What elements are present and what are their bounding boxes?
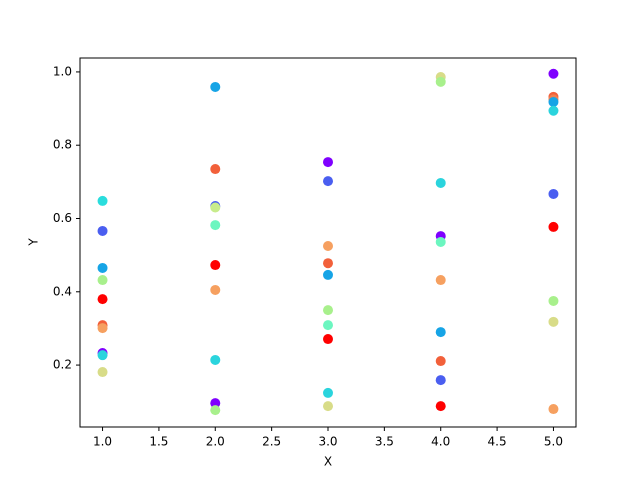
point [548,68,559,79]
point [435,356,446,367]
point [323,320,333,331]
x-tick-label: 2.5 [262,435,281,449]
point [323,269,333,280]
point [210,220,221,231]
point [210,260,221,271]
point [97,262,108,273]
x-tick-label: 1.0 [93,435,112,449]
y-tick-label: 1.0 [53,64,72,78]
point [97,225,108,236]
point [548,221,559,232]
y-tick-label: 0.6 [53,211,72,225]
y-axis-label: Y [27,238,41,247]
point [323,387,333,398]
point [548,96,559,107]
point [548,404,559,415]
x-tick-label: 2.0 [206,435,225,449]
point [435,327,446,338]
point [97,323,108,334]
x-tick-label: 4.5 [488,435,507,449]
y-tick-label: 0.8 [53,138,72,152]
point [210,81,221,92]
point [323,401,333,412]
x-tick-label: 4.0 [431,435,450,449]
point [548,316,559,327]
y-tick-label: 0.4 [53,284,72,298]
x-axis-label: X [324,455,332,469]
point [97,367,108,378]
point [97,275,108,286]
point [435,236,446,247]
point [323,258,333,269]
x-tick-label: 1.5 [149,435,168,449]
point [548,188,559,199]
point [548,295,559,306]
x-tick-label: 5.0 [544,435,563,449]
point [435,401,446,412]
point [210,284,221,295]
point [548,105,559,116]
point [435,177,446,188]
x-tick-label: 3.5 [375,435,394,449]
point [210,354,221,365]
point [210,405,221,416]
point [97,195,108,206]
point [323,240,333,251]
y-tick-label: 0.2 [53,358,72,372]
point [323,305,333,316]
point [435,275,446,286]
point [435,76,446,87]
point [97,350,108,361]
point [323,157,333,168]
point [210,398,221,409]
point [210,164,221,175]
point [323,176,333,187]
point [210,202,221,213]
point [323,334,333,345]
x-tick-label: 3.0 [318,435,337,449]
point [97,294,108,305]
point [435,375,446,386]
